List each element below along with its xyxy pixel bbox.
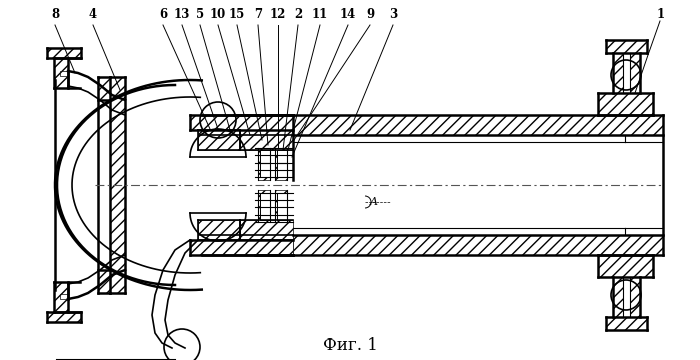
- Bar: [98, 77, 110, 100]
- Bar: [630, 277, 640, 317]
- Text: 15: 15: [229, 8, 245, 21]
- Bar: [260, 193, 270, 220]
- Bar: [277, 193, 287, 220]
- Bar: [606, 40, 647, 53]
- Bar: [613, 53, 623, 93]
- Bar: [240, 130, 293, 150]
- Bar: [598, 255, 653, 277]
- Text: 3: 3: [389, 8, 397, 21]
- Bar: [198, 130, 240, 150]
- Bar: [258, 148, 270, 180]
- Bar: [630, 53, 640, 93]
- Bar: [110, 77, 125, 293]
- Bar: [293, 115, 663, 135]
- Text: 5: 5: [196, 8, 204, 21]
- Bar: [606, 317, 647, 330]
- Bar: [275, 148, 287, 180]
- Bar: [60, 294, 68, 299]
- Text: 4: 4: [89, 8, 97, 21]
- Text: 13: 13: [174, 8, 190, 21]
- Bar: [598, 93, 653, 115]
- Text: 11: 11: [312, 8, 328, 21]
- Bar: [190, 240, 293, 255]
- Text: 7: 7: [254, 8, 262, 21]
- Bar: [277, 150, 287, 177]
- Bar: [47, 48, 81, 58]
- Bar: [54, 282, 68, 312]
- Text: 1: 1: [657, 8, 665, 21]
- Bar: [54, 58, 68, 88]
- Bar: [275, 190, 287, 222]
- Bar: [190, 115, 293, 130]
- Bar: [260, 150, 270, 177]
- Text: 10: 10: [210, 8, 226, 21]
- Bar: [258, 190, 270, 222]
- Bar: [240, 220, 293, 240]
- Bar: [47, 312, 81, 322]
- Text: 14: 14: [340, 8, 356, 21]
- Text: 12: 12: [270, 8, 286, 21]
- Text: A: A: [370, 197, 378, 207]
- Text: Фиг. 1: Фиг. 1: [323, 338, 377, 355]
- Bar: [293, 235, 663, 255]
- Bar: [198, 220, 240, 240]
- Bar: [98, 270, 110, 293]
- Text: 8: 8: [51, 8, 59, 21]
- Text: 2: 2: [294, 8, 302, 21]
- Text: 9: 9: [366, 8, 374, 21]
- Bar: [613, 277, 623, 317]
- Bar: [60, 71, 68, 76]
- Text: 6: 6: [159, 8, 167, 21]
